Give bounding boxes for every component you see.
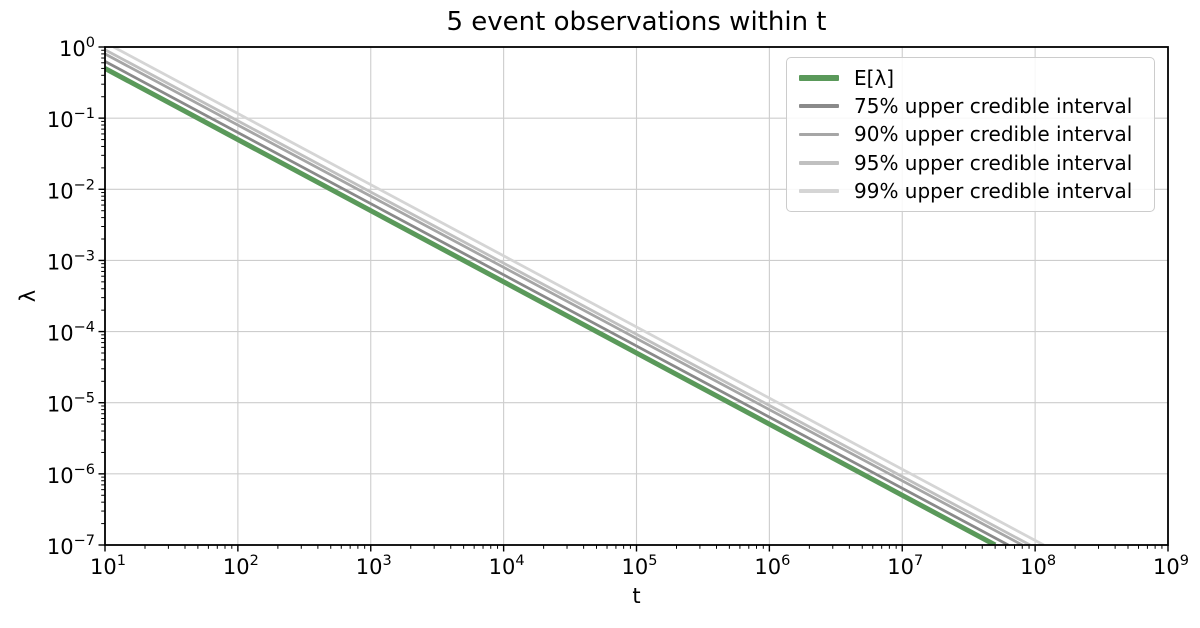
y-axis-label: λ <box>16 289 40 303</box>
series-line-1 <box>105 60 1009 545</box>
chart-title: 5 event observations within t <box>446 7 827 37</box>
legend-item-label: 90% upper credible interval <box>854 122 1133 147</box>
y-tick-label: 10−6 <box>47 462 95 488</box>
series-line-2 <box>105 52 1023 545</box>
x-tick-label: 108 <box>1020 553 1056 579</box>
y-tick-label: 10−7 <box>47 533 95 559</box>
legend: E[λ] 75% upper credible interval 90% upper… <box>786 57 1155 212</box>
legend-line-swatch <box>799 74 839 82</box>
x-tick-label: 103 <box>356 553 392 579</box>
legend-line-swatch <box>799 188 839 193</box>
legend-item-label: E[λ] <box>854 66 895 91</box>
series-line-4 <box>112 47 1045 545</box>
x-tick-label: 107 <box>887 553 923 579</box>
y-tick-label: 10−5 <box>47 391 95 417</box>
y-tick-label: 10−1 <box>47 106 95 132</box>
series-line-0 <box>105 66 997 545</box>
legend-item: 95% upper credible interval <box>799 151 1144 175</box>
x-tick-label: 109 <box>1153 553 1189 579</box>
series-line-3 <box>105 48 1031 545</box>
y-tick-label: 10−3 <box>47 248 95 274</box>
y-tick-label: 10−2 <box>47 177 95 203</box>
legend-item-label: 99% upper credible interval <box>854 178 1133 203</box>
x-tick-label: 104 <box>489 553 525 579</box>
x-tick-label: 102 <box>223 553 259 579</box>
legend-item: 90% upper credible interval <box>799 122 1144 146</box>
x-tick-label: 106 <box>754 553 790 579</box>
y-tick-label: 10−4 <box>47 320 95 346</box>
legend-item: 99% upper credible interval <box>799 179 1144 203</box>
x-tick-label: 101 <box>90 553 126 579</box>
legend-item-label: 75% upper credible interval <box>854 94 1133 119</box>
y-tick-label: 100 <box>59 35 95 61</box>
legend-line-swatch <box>799 160 839 165</box>
x-tick-label: 105 <box>622 553 658 579</box>
legend-item: 75% upper credible interval <box>799 94 1144 118</box>
x-axis-label: t <box>632 584 641 608</box>
legend-line-swatch <box>799 132 839 137</box>
legend-item-label: 95% upper credible interval <box>854 150 1133 175</box>
legend-line-swatch <box>799 104 839 109</box>
legend-item: E[λ] <box>799 66 1144 90</box>
